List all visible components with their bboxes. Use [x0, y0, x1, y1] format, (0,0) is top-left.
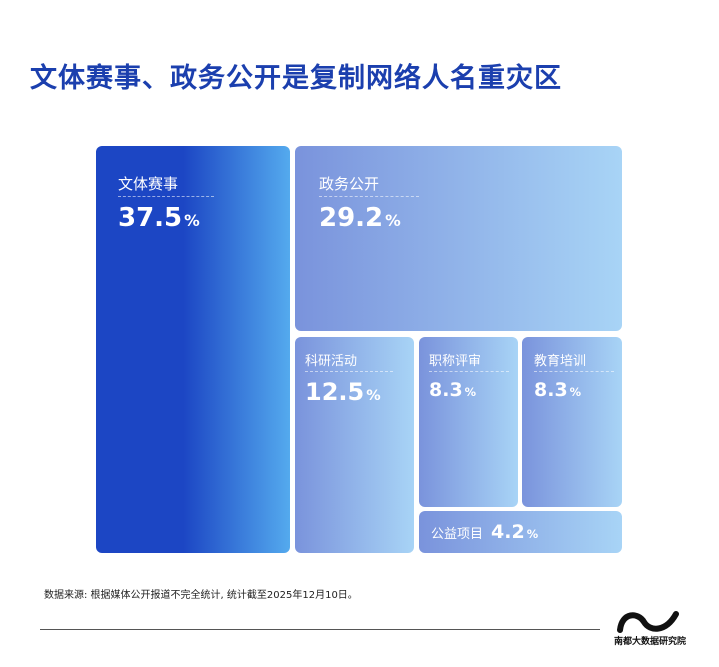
- tile-divider: [429, 371, 509, 372]
- tile-label: 政务公开: [319, 175, 380, 193]
- treemap-tile-government: 政务公开 29.2%: [295, 146, 622, 331]
- chart-title: 文体赛事、政务公开是复制网络人名重灾区: [30, 63, 562, 94]
- tile-label: 科研活动: [305, 354, 358, 369]
- tile-divider: [319, 196, 419, 197]
- tile-value: 37.5%: [118, 205, 200, 231]
- tile-value: 12.5%: [305, 380, 381, 404]
- tile-label: 公益项目: [431, 527, 484, 542]
- tile-divider: [305, 371, 393, 372]
- tile-value-number: 12.5: [305, 378, 365, 406]
- tile-value-unit: %: [366, 388, 381, 404]
- source-note: 数据来源: 根据媒体公开报道不完全统计, 统计截至2025年12月10日。: [44, 590, 358, 601]
- footer-divider: [40, 629, 600, 630]
- tile-value-unit: %: [385, 212, 401, 230]
- tile-label: 教育培训: [534, 354, 587, 369]
- brand-wave-icon: [617, 611, 679, 633]
- tile-value-number: 37.5: [118, 203, 183, 233]
- treemap-tile-education: 教育培训 8.3%: [522, 337, 622, 507]
- treemap-tile-title-review: 职称评审 8.3%: [419, 337, 518, 507]
- treemap-tile-charity: 公益项目 4.2%: [419, 511, 622, 553]
- brand-logo-text: 南都大数据研究院: [614, 637, 687, 647]
- tile-inline-group: 公益项目 4.2%: [431, 523, 538, 543]
- tile-value-number: 8.3: [429, 379, 463, 401]
- tile-divider: [118, 196, 214, 197]
- tile-value-number: 29.2: [319, 203, 384, 233]
- treemap-tile-sports: 文体赛事 37.5%: [96, 146, 290, 553]
- tile-label: 文体赛事: [118, 175, 179, 193]
- tile-label: 职称评审: [429, 354, 482, 369]
- tile-value-unit: %: [569, 385, 582, 399]
- tile-value: 8.3%: [534, 381, 581, 400]
- tile-value-number: 8.3: [534, 379, 568, 401]
- brand-logo: 南都大数据研究院: [614, 610, 687, 648]
- tile-value-unit: %: [526, 527, 539, 541]
- treemap-tile-research: 科研活动 12.5%: [295, 337, 414, 553]
- tile-value-unit: %: [464, 385, 477, 399]
- tile-divider: [534, 371, 614, 372]
- tile-value-number: 4.2: [491, 521, 525, 543]
- tile-value: 29.2%: [319, 205, 401, 231]
- tile-value: 8.3%: [429, 381, 476, 400]
- tile-value: 4.2%: [491, 523, 538, 542]
- tile-value-unit: %: [184, 212, 200, 230]
